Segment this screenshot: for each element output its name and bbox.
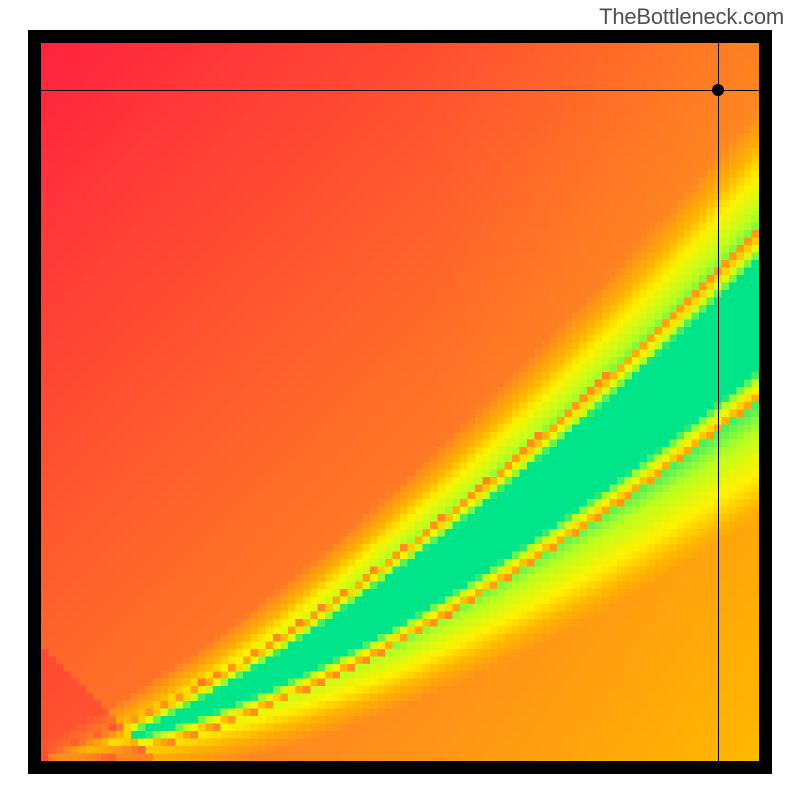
- watermark-text: TheBottleneck.com: [599, 4, 784, 30]
- heatmap-canvas: [41, 43, 759, 761]
- crosshair-horizontal: [41, 90, 759, 91]
- plot-frame: [28, 30, 772, 774]
- crosshair-marker: [712, 84, 724, 96]
- chart-container: TheBottleneck.com: [0, 0, 800, 800]
- crosshair-vertical: [718, 43, 719, 761]
